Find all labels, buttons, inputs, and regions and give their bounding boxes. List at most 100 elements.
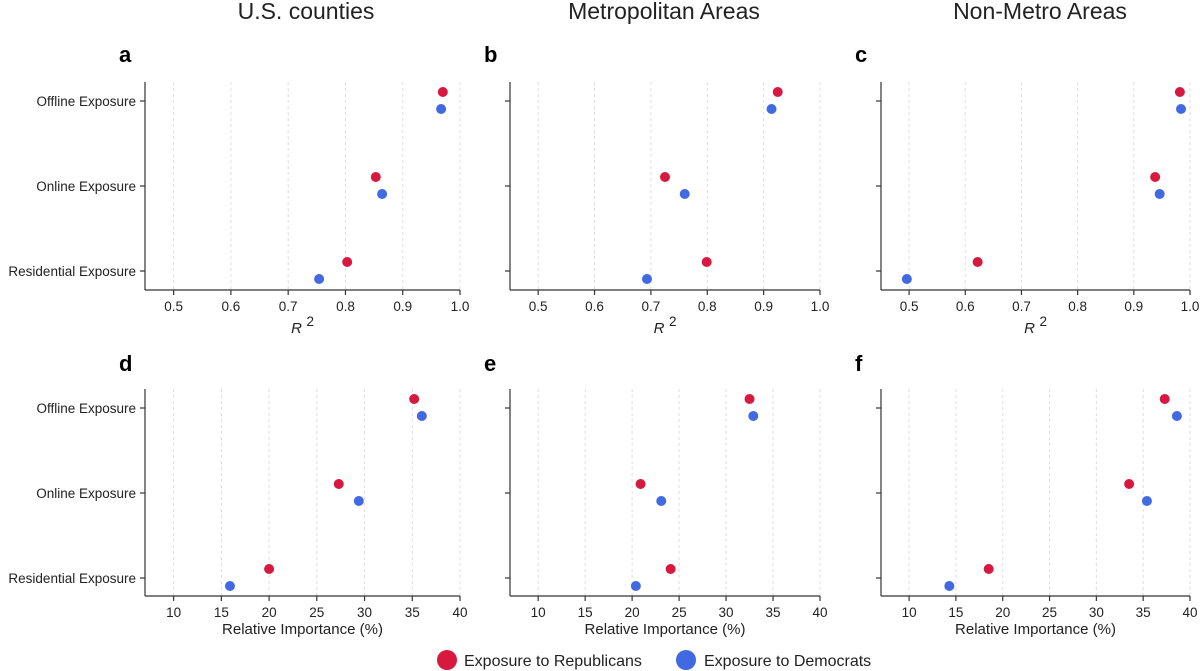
point-republicans-f-1 <box>1124 479 1135 489</box>
panel-letter-f: f <box>855 351 863 376</box>
x-tick-label: 0.7 <box>1012 299 1031 314</box>
x-tick-label: 0.5 <box>900 299 919 314</box>
category-label: Residential Exposure <box>8 571 136 586</box>
point-republicans-b-0 <box>772 87 783 97</box>
x-axis-label: Relative Importance (%) <box>222 621 383 638</box>
panel-b: b 0.5 0.6 0.7 0.8 0.9 1.0 R 2 <box>484 42 829 337</box>
point-democrats-b-0 <box>766 104 777 114</box>
x-tick-label: 30 <box>719 605 734 620</box>
x-tick-label: 0.9 <box>393 299 412 314</box>
point-democrats-e-0 <box>748 411 759 421</box>
point-republicans-c-0 <box>1174 87 1185 97</box>
panel-d: d 10 15 20 25 30 35 40 Offline Exposure Online Ex… <box>8 351 467 638</box>
x-axis-label: R <box>1024 320 1035 337</box>
point-republicans-e-0 <box>744 394 755 404</box>
point-republicans-b-1 <box>660 172 670 182</box>
point-democrats-a-2 <box>314 274 325 284</box>
x-tick-label: 35 <box>1136 605 1151 620</box>
x-tick-label: 0.7 <box>642 299 661 314</box>
x-tick-label: 0.6 <box>956 299 975 314</box>
x-axis-label: R <box>291 320 302 337</box>
point-republicans-a-1 <box>370 172 381 182</box>
point-democrats-b-2 <box>641 274 652 284</box>
x-tick-label: 20 <box>262 605 277 620</box>
point-republicans-e-2 <box>665 564 676 574</box>
point-republicans-f-0 <box>1159 394 1170 404</box>
x-tick-label: 15 <box>214 605 229 620</box>
x-tick-label: 0.8 <box>698 299 717 314</box>
point-republicans-d-1 <box>333 479 344 489</box>
legend-marker-democrats <box>676 650 696 670</box>
x-tick-label: 0.5 <box>529 299 548 314</box>
x-axis-label: Relative Importance (%) <box>585 621 746 638</box>
x-tick-label: 0.8 <box>336 299 355 314</box>
x-tick-label: 10 <box>531 605 546 620</box>
column-title-us-counties: U.S. counties <box>238 0 375 24</box>
panel-letter-e: e <box>484 351 496 376</box>
x-axis-label-superscript: 2 <box>1040 314 1048 329</box>
point-democrats-f-2 <box>944 581 955 591</box>
panel-letter-a: a <box>119 42 132 67</box>
panel-letter-b: b <box>484 42 497 67</box>
x-tick-label: 10 <box>902 605 917 620</box>
point-republicans-e-1 <box>635 479 646 489</box>
column-title-non-metro: Non-Metro Areas <box>953 0 1127 24</box>
point-republicans-a-2 <box>342 257 353 267</box>
x-tick-label: 40 <box>812 605 827 620</box>
x-tick-label: 15 <box>578 605 593 620</box>
point-republicans-a-0 <box>437 87 448 97</box>
x-axis-label: R <box>654 320 665 337</box>
x-tick-label: 15 <box>948 605 963 620</box>
x-tick-label: 40 <box>452 605 467 620</box>
point-democrats-f-1 <box>1141 496 1152 506</box>
x-tick-label: 20 <box>995 605 1010 620</box>
point-democrats-e-1 <box>656 496 667 506</box>
panel-c: c 0.5 0.6 0.7 0.8 0.9 1.0 R 2 <box>855 42 1199 337</box>
legend-label-democrats: Exposure to Democrats <box>704 653 871 670</box>
category-label: Offline Exposure <box>36 94 136 109</box>
legend: Exposure to Republicans Exposure to Demo… <box>437 650 871 670</box>
panels-group: a 0.5 0.6 0.7 0.8 0.9 1.0 Offline Exposure Onlin… <box>8 42 1199 638</box>
legend-marker-republicans <box>437 650 457 670</box>
x-tick-label: 20 <box>625 605 640 620</box>
point-republicans-c-2 <box>972 257 983 267</box>
category-label: Online Exposure <box>36 179 136 194</box>
x-tick-label: 30 <box>357 605 372 620</box>
category-label: Offline Exposure <box>36 401 136 416</box>
point-democrats-c-1 <box>1154 189 1165 199</box>
point-democrats-a-1 <box>377 189 388 199</box>
x-tick-label: 30 <box>1089 605 1104 620</box>
column-title-metropolitan: Metropolitan Areas <box>568 0 760 24</box>
x-axis-label: Relative Importance (%) <box>955 621 1116 638</box>
x-tick-label: 0.6 <box>222 299 241 314</box>
point-republicans-d-2 <box>264 564 275 574</box>
x-tick-label: 0.8 <box>1068 299 1087 314</box>
point-republicans-c-1 <box>1150 172 1161 182</box>
x-tick-label: 10 <box>166 605 181 620</box>
point-democrats-e-2 <box>630 581 641 591</box>
point-republicans-f-2 <box>983 564 994 574</box>
x-tick-label: 1.0 <box>451 299 470 314</box>
category-label: Residential Exposure <box>8 264 136 279</box>
x-tick-label: 35 <box>405 605 420 620</box>
panel-f: f 10 15 20 25 30 35 40 Relative Importance (%) <box>855 351 1198 638</box>
point-democrats-d-1 <box>353 496 364 506</box>
x-tick-label: 25 <box>672 605 687 620</box>
point-democrats-f-0 <box>1171 411 1182 421</box>
point-democrats-c-0 <box>1176 104 1187 114</box>
point-democrats-d-0 <box>416 411 427 421</box>
point-democrats-a-0 <box>436 104 447 114</box>
x-tick-label: 40 <box>1182 605 1197 620</box>
x-tick-label: 1.0 <box>811 299 830 314</box>
point-republicans-d-0 <box>409 394 420 404</box>
point-democrats-c-2 <box>901 274 912 284</box>
x-tick-label: 35 <box>766 605 781 620</box>
panel-letter-c: c <box>855 42 867 67</box>
x-tick-label: 0.7 <box>279 299 298 314</box>
x-tick-label: 0.9 <box>754 299 773 314</box>
x-tick-label: 0.6 <box>585 299 604 314</box>
legend-label-republicans: Exposure to Republicans <box>464 653 642 670</box>
x-axis-label-superscript: 2 <box>669 314 677 329</box>
x-tick-label: 1.0 <box>1181 299 1200 314</box>
